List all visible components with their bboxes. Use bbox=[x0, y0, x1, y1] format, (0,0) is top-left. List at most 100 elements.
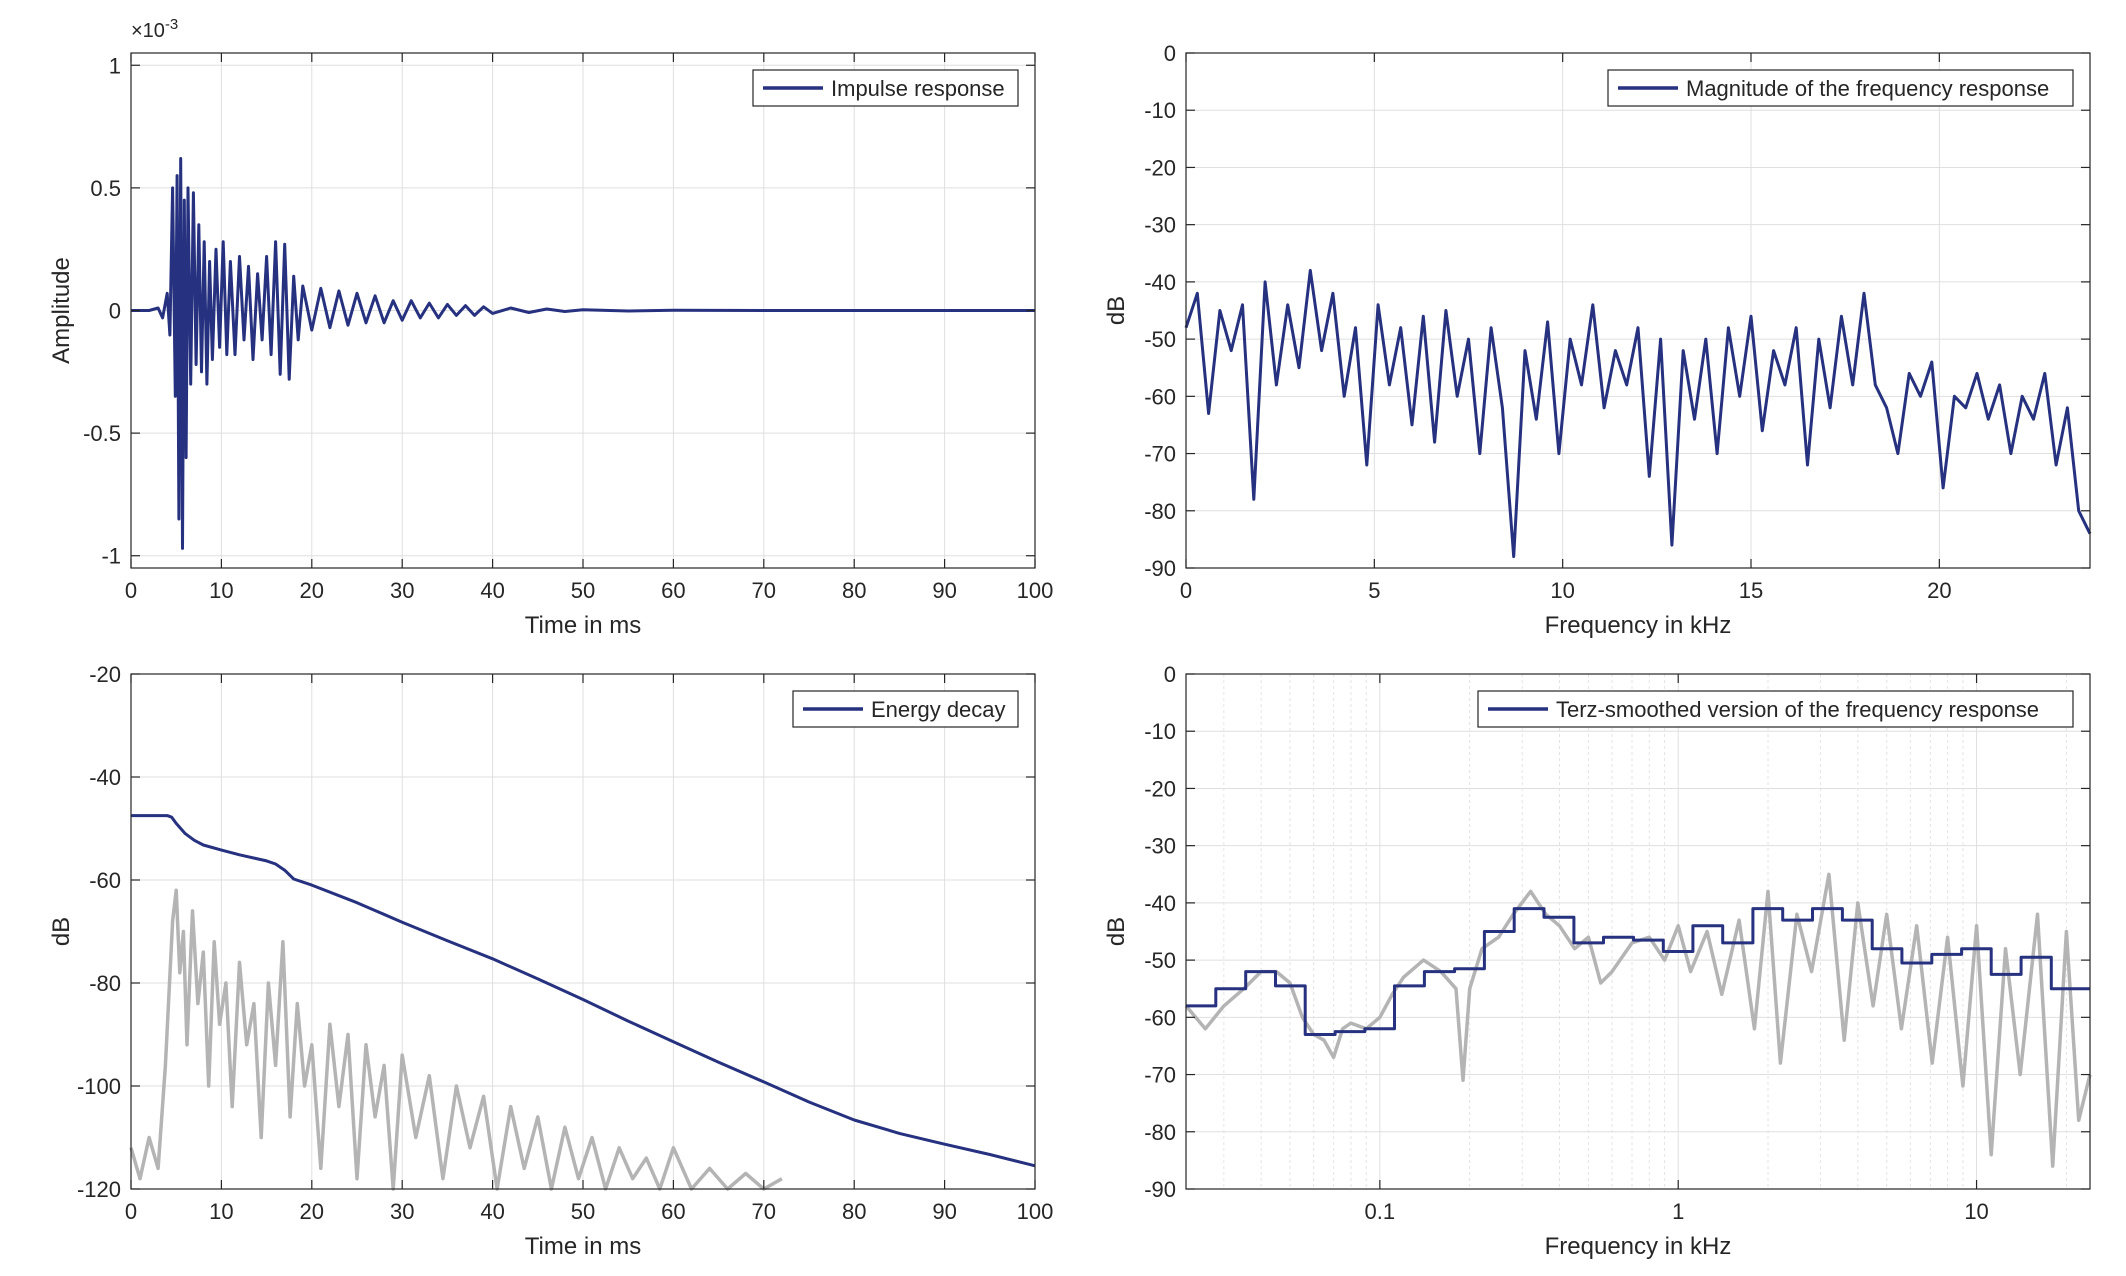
exponent-power: -3 bbox=[165, 16, 178, 33]
x-tick-label: 50 bbox=[571, 1199, 595, 1224]
x-tick-label: 70 bbox=[752, 578, 776, 603]
x-tick-label: 20 bbox=[1927, 578, 1951, 603]
x-tick-label: 10 bbox=[209, 1199, 233, 1224]
y-axis-label: Amplitude bbox=[48, 257, 75, 364]
y-tick-label: 1 bbox=[109, 53, 121, 78]
y-tick-label: 0 bbox=[1164, 662, 1176, 687]
chart-decay: 0 10 20 30 40 50 60 70 80 90 100 -20 -40 -60 -80 -100 -1… bbox=[48, 662, 1053, 1260]
legend: Terz-smoothed version of the frequency r… bbox=[1477, 690, 2074, 728]
y-tick-label: 0.5 bbox=[90, 176, 121, 201]
ticks bbox=[1185, 52, 2090, 569]
y-tick-label: -10 bbox=[1144, 719, 1176, 744]
y-tick-label: -60 bbox=[1144, 384, 1176, 409]
exponent-base: ×10 bbox=[131, 20, 165, 42]
legend: Impulse response bbox=[752, 69, 1019, 107]
y-tick-label: -70 bbox=[1144, 442, 1176, 467]
series-line-main-1 bbox=[131, 814, 1036, 1168]
series-line-main-0 bbox=[131, 157, 1035, 550]
y-tick-label: -60 bbox=[89, 868, 121, 893]
x-tick-label: 10 bbox=[1964, 1199, 1988, 1224]
y-tick-label: -0.5 bbox=[83, 421, 121, 446]
x-tick-label: 0.1 bbox=[1365, 1199, 1396, 1224]
x-tick-label: 90 bbox=[932, 578, 956, 603]
legend-label: Terz-smoothed version of the frequency r… bbox=[1556, 697, 2039, 722]
y-tick-label: -20 bbox=[89, 662, 121, 687]
x-tick-label: 5 bbox=[1368, 578, 1380, 603]
x-tick-label: 0 bbox=[1180, 578, 1192, 603]
y-tick-label: -30 bbox=[1144, 834, 1176, 859]
series-line-main-0 bbox=[1184, 268, 2092, 559]
chart-impulse: 0 10 20 30 40 50 60 70 80 90 100 1 0.5 0 -0.5 -1 Time in… bbox=[48, 16, 1053, 639]
y-tick-label: -10 bbox=[1144, 98, 1176, 123]
ticks bbox=[1186, 673, 2090, 1190]
y-tick-label: -80 bbox=[1144, 499, 1176, 524]
axes-box bbox=[1185, 673, 2091, 1190]
x-tick-label: 40 bbox=[480, 578, 504, 603]
y-tick-label: -90 bbox=[1144, 556, 1176, 581]
x-tick-label: 100 bbox=[1017, 1199, 1054, 1224]
y-tick-label: -30 bbox=[1144, 213, 1176, 238]
y-tick-label: -40 bbox=[1144, 891, 1176, 916]
series-line-reference-0 bbox=[1184, 872, 2092, 1168]
legend-box bbox=[1607, 69, 2074, 107]
grid-minor bbox=[1223, 674, 2067, 1189]
x-tick-label: 50 bbox=[571, 578, 595, 603]
y-tick-label: -50 bbox=[1144, 948, 1176, 973]
exponent-label: ×10-3 bbox=[131, 16, 178, 42]
legend: Magnitude of the frequency response bbox=[1607, 69, 2074, 107]
series-line-main-1 bbox=[1186, 907, 2090, 1036]
y-tick-label: -20 bbox=[1144, 776, 1176, 801]
ticks bbox=[130, 53, 1036, 568]
x-tick-label: 20 bbox=[300, 578, 324, 603]
x-tick-label: 10 bbox=[1550, 578, 1574, 603]
y-tick-label: 0 bbox=[1164, 41, 1176, 66]
x-tick-label: 80 bbox=[842, 578, 866, 603]
y-tick-label: -50 bbox=[1144, 327, 1176, 352]
legend: Energy decay bbox=[792, 690, 1019, 728]
plot-area bbox=[1186, 674, 2090, 1189]
x-tick-label: 80 bbox=[842, 1199, 866, 1224]
y-axis-label: dB bbox=[1103, 917, 1130, 946]
x-axis-label: Time in ms bbox=[525, 612, 641, 639]
chart-magnitude: 0 5 10 15 20 0 -10 -20 -30 -40 -50 -60 -70 -80 -90 Freq… bbox=[1103, 41, 2092, 639]
x-tick-label: 60 bbox=[661, 578, 685, 603]
legend-label: Impulse response bbox=[831, 76, 1005, 101]
y-tick-label: -1 bbox=[101, 544, 121, 569]
x-tick-label: 0 bbox=[125, 578, 137, 603]
y-tick-label: 0 bbox=[109, 299, 121, 324]
x-tick-label: 15 bbox=[1739, 578, 1763, 603]
y-tick-label: -40 bbox=[89, 765, 121, 790]
x-tick-label: 30 bbox=[390, 1199, 414, 1224]
y-tick-label: -20 bbox=[1144, 155, 1176, 180]
legend-label: Magnitude of the frequency response bbox=[1686, 76, 2049, 101]
y-axis-label: dB bbox=[1103, 296, 1130, 325]
legend-label: Energy decay bbox=[871, 697, 1006, 722]
ticks bbox=[130, 673, 1036, 1190]
y-tick-label: -80 bbox=[1144, 1120, 1176, 1145]
legend-box bbox=[1477, 690, 2074, 728]
x-tick-label: 60 bbox=[661, 1199, 685, 1224]
y-axis-label: dB bbox=[48, 917, 75, 946]
chart-terz: 0.1 1 10 0 -10 -20 -30 -40 -50 -60 -70 -80 -90 Freque… bbox=[1103, 662, 2092, 1260]
y-tick-label: -120 bbox=[77, 1177, 121, 1202]
x-tick-label: 90 bbox=[932, 1199, 956, 1224]
x-axis-label: Time in ms bbox=[525, 1233, 641, 1260]
x-tick-label: 30 bbox=[390, 578, 414, 603]
x-tick-label: 100 bbox=[1017, 578, 1054, 603]
plot-area bbox=[1186, 53, 2090, 568]
y-tick-label: -60 bbox=[1144, 1005, 1176, 1030]
y-tick-label: -80 bbox=[89, 971, 121, 996]
y-tick-label: -40 bbox=[1144, 270, 1176, 295]
x-tick-label: 70 bbox=[752, 1199, 776, 1224]
x-tick-label: 10 bbox=[209, 578, 233, 603]
x-tick-label: 40 bbox=[480, 1199, 504, 1224]
x-axis-label: Frequency in kHz bbox=[1545, 612, 1732, 639]
axes-box bbox=[1185, 52, 2091, 569]
y-tick-label: -100 bbox=[77, 1074, 121, 1099]
x-tick-label: 1 bbox=[1672, 1199, 1684, 1224]
x-tick-label: 0 bbox=[125, 1199, 137, 1224]
x-axis-label: Frequency in kHz bbox=[1545, 1233, 1732, 1260]
x-tick-label: 20 bbox=[300, 1199, 324, 1224]
series-line-reference-0 bbox=[129, 888, 783, 1191]
